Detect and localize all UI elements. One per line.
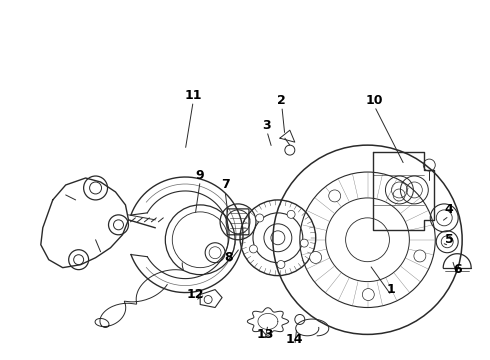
Text: 9: 9	[196, 168, 204, 181]
Text: 14: 14	[286, 333, 304, 346]
Text: 6: 6	[453, 263, 462, 276]
Circle shape	[256, 214, 264, 222]
Text: 1: 1	[387, 283, 396, 296]
Circle shape	[300, 239, 308, 247]
Circle shape	[310, 251, 321, 264]
Text: 2: 2	[277, 94, 286, 107]
Text: 4: 4	[445, 203, 454, 216]
Circle shape	[249, 245, 257, 253]
Circle shape	[414, 250, 426, 262]
Text: 11: 11	[184, 89, 202, 102]
Text: 7: 7	[220, 179, 229, 192]
Circle shape	[329, 190, 341, 202]
Text: 13: 13	[256, 328, 273, 341]
Circle shape	[393, 189, 405, 201]
Circle shape	[277, 261, 285, 269]
Text: 5: 5	[445, 233, 454, 246]
Text: 3: 3	[263, 119, 271, 132]
Text: 10: 10	[366, 94, 383, 107]
Circle shape	[287, 210, 295, 219]
Text: 12: 12	[186, 288, 204, 301]
Circle shape	[362, 289, 374, 301]
Text: 8: 8	[224, 251, 232, 264]
